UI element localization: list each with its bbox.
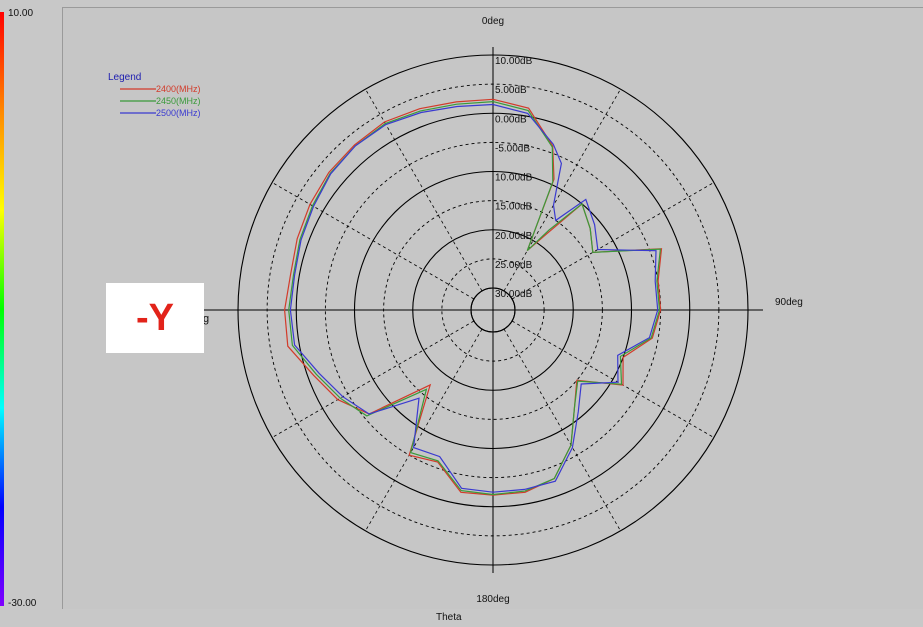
colorbar-max-label: 10.00 (8, 8, 34, 19)
grid-spoke (503, 88, 621, 292)
angle-tick-label: 90deg (775, 297, 803, 308)
orientation-label: -Y (106, 283, 204, 353)
angle-tick-label-partial: g (203, 313, 209, 325)
angle-tick-label: 180deg (476, 594, 509, 605)
radial-tick-label: 10.00dB (495, 173, 533, 184)
grid-spoke (365, 88, 483, 292)
legend-entry: 2500(MHz) (156, 108, 201, 118)
grid-spoke (511, 320, 715, 438)
colorbar-min-label: -30.00 (8, 598, 37, 609)
colorbar (0, 12, 4, 606)
radial-tick-label: 10.00dB (495, 56, 533, 67)
angle-tick-label: 0deg (482, 16, 504, 27)
radial-tick-label: 15.00dB (495, 202, 533, 213)
grid-spoke (511, 182, 715, 300)
grid-spoke (271, 320, 475, 438)
legend-entry: 2450(MHz) (156, 96, 201, 106)
radial-tick-label: 30.00dB (495, 289, 533, 300)
radial-tick-label: 25.00dB (495, 260, 533, 271)
series-line (289, 103, 659, 493)
legend-entry: 2400(MHz) (156, 84, 201, 94)
grid-spoke (365, 328, 483, 532)
radial-tick-label: -5.00dB (495, 143, 530, 154)
grid-spoke (503, 328, 621, 532)
radial-tick-label: 20.00dB (495, 231, 533, 242)
series-line (288, 101, 662, 496)
legend-title: Legend (108, 72, 141, 83)
radial-tick-label: 0.00dB (495, 114, 527, 125)
grid-spoke (271, 182, 475, 300)
radial-tick-label: 5.00dB (495, 85, 527, 96)
x-axis-label: Theta (436, 612, 462, 623)
